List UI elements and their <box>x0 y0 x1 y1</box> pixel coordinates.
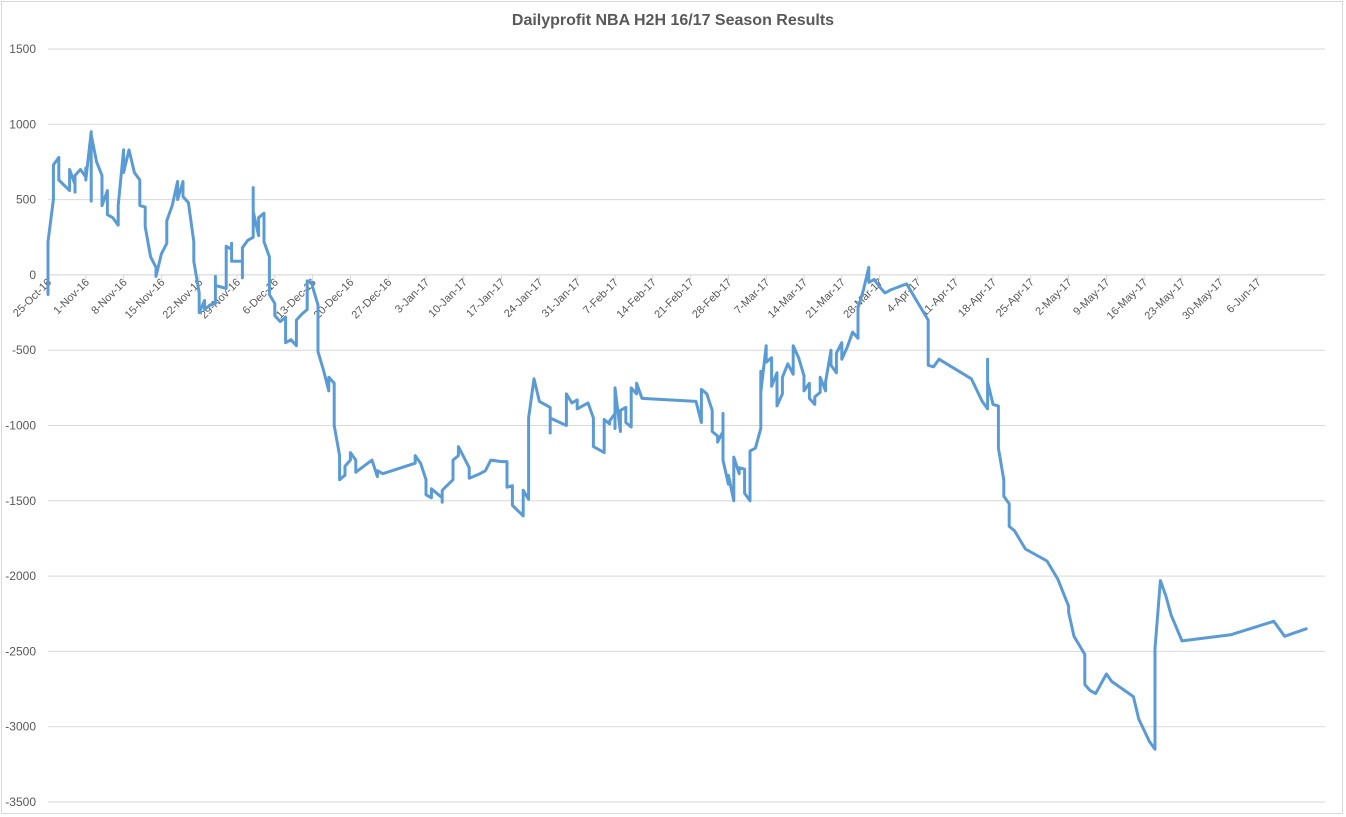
x-tick-label: 15-Nov-16 <box>123 277 168 322</box>
y-tick-label: -2000 <box>5 569 36 583</box>
x-tick-label: 17-Jan-17 <box>464 277 508 321</box>
x-tick-label: 21-Feb-17 <box>652 277 696 321</box>
y-tick-label: -2500 <box>5 644 36 658</box>
x-tick-label: 14-Mar-17 <box>766 277 810 321</box>
x-tick-label: 4-Apr-17 <box>885 277 924 316</box>
x-tick-label: 2-May-17 <box>1033 277 1074 318</box>
y-tick-label: 1000 <box>9 117 36 131</box>
y-tick-label: -3000 <box>5 720 36 734</box>
y-tick-label: 0 <box>29 268 36 282</box>
series-line <box>46 130 1308 751</box>
x-tick-label: 25-Apr-17 <box>994 277 1037 320</box>
x-tick-label: 14-Feb-17 <box>615 277 659 321</box>
y-tick-label: 500 <box>16 193 36 207</box>
x-tick-label: 6-Jun-17 <box>1225 277 1264 316</box>
x-tick-label: 10-Jan-17 <box>426 277 470 321</box>
x-tick-label: 24-Jan-17 <box>502 277 546 321</box>
chart-title: Dailyprofit NBA H2H 16/17 Season Results <box>511 12 835 29</box>
y-tick-label: 1500 <box>9 42 36 56</box>
x-tick-label: 27-Dec-16 <box>350 277 395 322</box>
y-tick-label: -3500 <box>5 795 36 809</box>
x-tick-label: 18-Apr-17 <box>956 277 999 320</box>
y-tick-label: -1500 <box>5 494 36 508</box>
x-tick-label: 21-Mar-17 <box>804 277 848 321</box>
y-tick-label: -500 <box>12 343 36 357</box>
x-tick-label: 31-Jan-17 <box>540 277 584 321</box>
y-tick-label: -1000 <box>5 419 36 433</box>
x-tick-label: 3-Jan-17 <box>393 277 432 316</box>
x-tick-label: 29-Nov-16 <box>198 277 243 322</box>
x-tick-label: 28-Feb-17 <box>690 277 734 321</box>
x-tick-label: 30-May-17 <box>1180 277 1226 323</box>
x-tick-label: 1-Nov-16 <box>51 277 91 317</box>
